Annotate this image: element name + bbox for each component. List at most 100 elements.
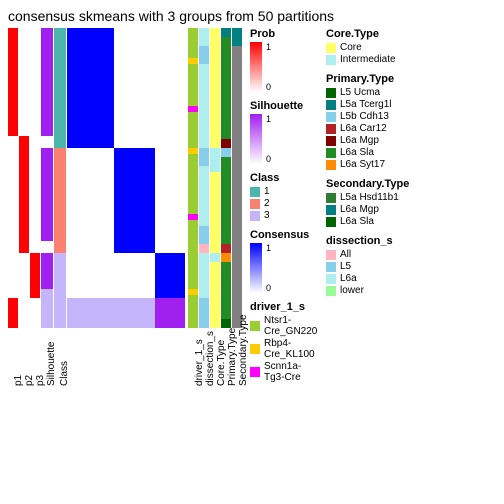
swatch — [326, 250, 336, 260]
sil-min: 0 — [266, 154, 271, 164]
hm-cell — [67, 253, 114, 298]
legend-class: Class 123 — [250, 172, 320, 221]
swatch — [326, 205, 336, 215]
col-class — [54, 28, 66, 328]
legend-label: All — [340, 249, 351, 260]
swatch — [250, 211, 260, 221]
segment — [210, 262, 220, 328]
legend-label: L5 — [340, 261, 351, 272]
segment — [188, 28, 198, 58]
segment — [221, 37, 231, 139]
segment — [221, 319, 231, 328]
segment — [188, 112, 198, 148]
prob-min: 0 — [266, 82, 271, 92]
segment — [210, 148, 220, 172]
swatch — [326, 160, 336, 170]
segment — [41, 289, 53, 328]
legend-item: L5 Ucma — [326, 87, 436, 98]
segment — [41, 136, 53, 148]
swatch — [326, 88, 336, 98]
segment — [221, 244, 231, 253]
legend-label: L6a Syt17 — [340, 159, 385, 170]
annotation-columns — [188, 28, 243, 328]
col-p1 — [8, 28, 18, 328]
segment — [188, 220, 198, 253]
legend-label: L6a Car12 — [340, 123, 387, 134]
sil-max: 1 — [266, 114, 271, 124]
legend-prob: Prob 10 — [250, 28, 320, 92]
legend-item: L6a Sla — [326, 147, 436, 158]
swatch — [250, 187, 260, 197]
swatch — [250, 344, 260, 354]
hm-cell — [67, 28, 114, 148]
hm-cell — [114, 253, 155, 298]
swatch — [250, 199, 260, 209]
col-primarytype — [221, 28, 231, 328]
legend-item: All — [326, 249, 436, 260]
segment — [188, 64, 198, 106]
segment — [30, 28, 40, 148]
legend-item: L5b Cdh13 — [326, 111, 436, 122]
legend-item: 1 — [250, 186, 320, 197]
legend-label: L6a Sla — [340, 216, 374, 227]
heatmap-area: p1p2p3SilhouetteClassdriver_1_sdissectio… — [8, 28, 244, 391]
hm-cell — [155, 298, 185, 328]
segment — [188, 295, 198, 328]
legend-item: L5a Hsd11b1 — [326, 192, 436, 203]
segment — [199, 148, 209, 166]
segment — [199, 253, 209, 298]
legend-core-title: Core.Type — [326, 28, 436, 40]
inner-legends: Prob 10 Silhouette 10 Class 123 Consensu… — [250, 28, 320, 391]
segment — [232, 46, 242, 328]
legend-dissect-title: dissection_s — [326, 235, 436, 247]
legend-sil: Silhouette 10 — [250, 100, 320, 164]
segment — [221, 262, 231, 319]
legend-dissection: dissection_s AllL5L6alower — [326, 235, 436, 296]
segment — [232, 28, 242, 46]
col-p2 — [19, 28, 29, 328]
legend-driver-title: driver_1_s — [250, 301, 320, 313]
legend-item: 2 — [250, 198, 320, 209]
legend-label: L6a — [340, 273, 357, 284]
legend-cons-title: Consensus — [250, 229, 320, 241]
segment — [19, 253, 29, 328]
legend-label: 3 — [264, 210, 270, 221]
swatch — [326, 274, 336, 284]
sil-gradient — [250, 114, 262, 164]
swatch — [326, 262, 336, 272]
segment — [54, 28, 66, 148]
legend-item: L6a Mgp — [326, 204, 436, 215]
legend-coretype: Core.Type CoreIntermediate — [326, 28, 436, 65]
legend-item: L6a Mgp — [326, 135, 436, 146]
swatch — [326, 112, 336, 122]
segment — [199, 166, 209, 226]
segment — [54, 253, 66, 328]
legend-item: L5 — [326, 261, 436, 272]
hm-cell — [155, 253, 185, 298]
segment — [41, 253, 53, 289]
hm-cell — [67, 298, 114, 328]
swatch — [326, 193, 336, 203]
legend-item: Ntsr1-Cre_GN220 — [250, 315, 320, 337]
axis-label: Secondary.Type — [238, 314, 249, 386]
segment — [199, 244, 209, 253]
swatch — [250, 367, 260, 377]
segment — [19, 148, 29, 253]
segment — [30, 148, 40, 253]
legend-label: 2 — [264, 198, 270, 209]
legend-label: Scnn1a-Tg3-Cre — [264, 361, 320, 383]
cons-gradient — [250, 243, 262, 293]
segment — [221, 157, 231, 244]
legend-item: L6a Sla — [326, 216, 436, 227]
legend-label: L5b Cdh13 — [340, 111, 389, 122]
legend-item: L6a Car12 — [326, 123, 436, 134]
segment — [199, 64, 209, 148]
legend-secondary-title: Secondary.Type — [326, 178, 436, 190]
hm-cell — [155, 28, 185, 148]
legend-primary-title: Primary.Type — [326, 73, 436, 85]
col-p3 — [30, 28, 40, 328]
legend-label: Ntsr1-Cre_GN220 — [264, 315, 320, 337]
legend-label: Intermediate — [340, 54, 396, 65]
outer-legends: Core.Type CoreIntermediate Primary.Type … — [326, 28, 436, 391]
segment — [188, 253, 198, 289]
